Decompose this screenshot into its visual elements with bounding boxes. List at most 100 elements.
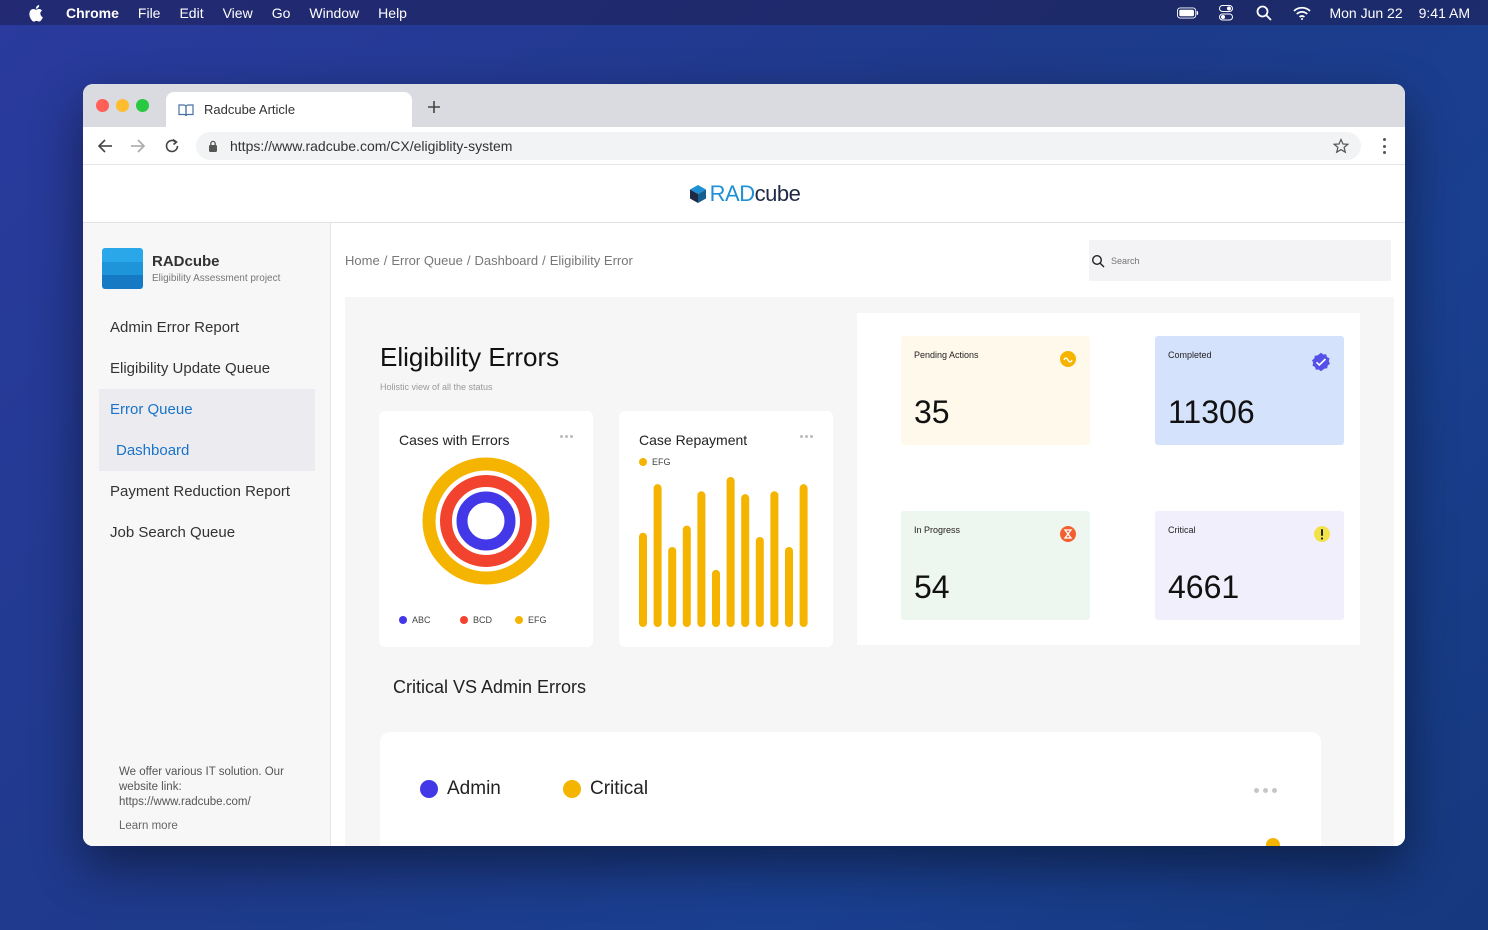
legend-admin-label: Admin (447, 778, 501, 799)
legend-bcd-label: BCD (473, 615, 493, 625)
menu-app-chrome[interactable]: Chrome (66, 4, 119, 21)
critical-vs-admin-title: Critical VS Admin Errors (393, 677, 587, 697)
repayment-bar-chart (639, 477, 808, 627)
stat-completed-value: 11306 (1168, 394, 1255, 430)
cube-logo-icon (688, 184, 708, 204)
browser-window: Radcube Article https://www.radcube.com/… (83, 84, 1405, 846)
status-summary-panel: Pending Actions 35 Completed 11306 (857, 313, 1360, 645)
project-avatar (102, 248, 143, 289)
critical-card-more-icon[interactable] (1254, 788, 1277, 793)
sidebar-item-error-queue[interactable]: Error Queue (99, 389, 315, 430)
legend-efg: EFG (515, 615, 547, 625)
sidebar-item-dashboard[interactable]: Dashboard (99, 430, 315, 471)
browser-menu-icon[interactable] (1381, 138, 1387, 154)
reload-icon[interactable] (163, 137, 181, 155)
legend-admin: Admin (420, 778, 501, 800)
stat-pending-value: 35 (914, 394, 950, 430)
repayment-bar (668, 547, 677, 627)
wifi-icon[interactable] (1291, 4, 1313, 22)
breadcrumb-separator: / (542, 253, 546, 268)
legend-abc-label: ABC (412, 615, 431, 625)
radcube-logo[interactable]: RAD cube (688, 181, 801, 207)
case-repayment-card: Case Repayment EFG (619, 411, 833, 647)
repayment-bar (726, 477, 735, 627)
menu-file[interactable]: File (137, 4, 161, 21)
stat-in-progress[interactable]: In Progress 54 (901, 511, 1090, 620)
repayment-legend-label: EFG (652, 457, 671, 467)
menu-edit[interactable]: Edit (179, 4, 204, 21)
legend-admin-dot (420, 780, 438, 798)
repayment-card-more-icon[interactable] (800, 435, 813, 438)
tab-strip: Radcube Article (83, 84, 1405, 127)
sidebar-item-job-search-queue[interactable]: Job Search Queue (110, 524, 236, 541)
repayment-bar (799, 484, 808, 627)
breadcrumb-dashboard[interactable]: Dashboard (474, 253, 539, 268)
legend-abc-dot (399, 616, 407, 624)
project-header: RADcube Eligibility Assessment project (102, 248, 280, 289)
forward-arrow-icon[interactable] (129, 137, 147, 155)
menubar-time[interactable]: 9:41 AM (1418, 4, 1470, 21)
browser-toolbar: https://www.radcube.com/CX/eligiblity-sy… (83, 127, 1405, 165)
search-input[interactable] (1111, 255, 1361, 266)
dashboard-panel: Eligibility Errors Holistic view of all … (345, 297, 1394, 846)
breadcrumb-home[interactable]: Home (345, 253, 380, 268)
legend-bcd-dot (460, 616, 468, 624)
legend-bcd: BCD (460, 615, 492, 625)
menu-view[interactable]: View (222, 4, 253, 21)
legend-critical: Critical (563, 778, 648, 800)
book-icon (178, 103, 194, 117)
critical-vs-admin-card: Admin Critical (380, 732, 1321, 846)
repayment-bar (682, 525, 691, 627)
legend-critical-dot (563, 780, 581, 798)
maximize-window-button[interactable] (136, 99, 149, 112)
legend-efg-label: EFG (528, 615, 547, 625)
learn-more-link[interactable]: Learn more (119, 820, 178, 832)
sidebar-footer: We offer various IT solution. Our websit… (119, 765, 309, 834)
breadcrumb-eligibility-error: Eligibility Error (549, 253, 633, 268)
menu-help[interactable]: Help (378, 4, 407, 21)
project-subtitle: Eligibility Assessment project (152, 273, 281, 284)
stat-critical-value: 4661 (1168, 569, 1240, 605)
sidebar-item-payment-reduction-report[interactable]: Payment Reduction Report (110, 483, 291, 500)
address-bar[interactable]: https://www.radcube.com/CX/eligiblity-sy… (196, 132, 1361, 160)
repayment-bar (653, 484, 662, 627)
control-center-icon[interactable] (1215, 4, 1237, 22)
browser-tab[interactable]: Radcube Article (166, 92, 412, 127)
logo-text-rad: RAD (709, 181, 755, 206)
repayment-card-title: Case Repayment (639, 432, 748, 448)
cases-card-title: Cases with Errors (399, 432, 510, 448)
battery-icon[interactable] (1177, 4, 1199, 22)
stat-completed-label: Completed (1168, 350, 1212, 360)
logo-text-cube: cube (754, 181, 801, 206)
breadcrumb-error-queue[interactable]: Error Queue (391, 253, 463, 268)
minimize-window-button[interactable] (116, 99, 129, 112)
macos-menubar: Chrome File Edit View Go Window Help Mon… (0, 0, 1488, 25)
breadcrumb-separator: / (466, 253, 471, 268)
ring-abc (456, 491, 516, 551)
ring-efg (422, 457, 550, 585)
stat-critical[interactable]: Critical 4661 (1155, 511, 1344, 620)
cases-card-more-icon[interactable] (560, 435, 573, 438)
check-icon (1311, 352, 1331, 372)
repayment-legend-dot (639, 458, 647, 466)
menu-go[interactable]: Go (271, 4, 291, 21)
menu-window[interactable]: Window (309, 4, 360, 21)
stat-completed[interactable]: Completed 11306 (1155, 336, 1344, 445)
apple-icon[interactable] (26, 4, 44, 22)
site-header: RAD cube (83, 166, 1405, 223)
stat-pending-actions[interactable]: Pending Actions 35 (901, 336, 1090, 445)
new-tab-plus-icon[interactable] (425, 98, 443, 116)
bookmark-star-icon[interactable] (1333, 138, 1349, 154)
close-window-button[interactable] (96, 99, 109, 112)
sidebar-item-eligibility-update-queue[interactable]: Eligibility Update Queue (110, 360, 271, 377)
spotlight-search-icon[interactable] (1253, 4, 1275, 22)
menubar-date[interactable]: Mon Jun 22 (1329, 4, 1403, 21)
back-arrow-icon[interactable] (96, 137, 114, 155)
legend-critical-label: Critical (590, 778, 649, 799)
legend-abc: ABC (399, 615, 431, 625)
repayment-bar (785, 547, 793, 627)
main-content: Home / Error Queue / Dashboard / Eligibi… (331, 223, 1405, 846)
sidebar-item-admin-error-report[interactable]: Admin Error Report (110, 319, 240, 336)
repayment-bar (697, 491, 706, 627)
search-icon[interactable] (1091, 254, 1105, 268)
